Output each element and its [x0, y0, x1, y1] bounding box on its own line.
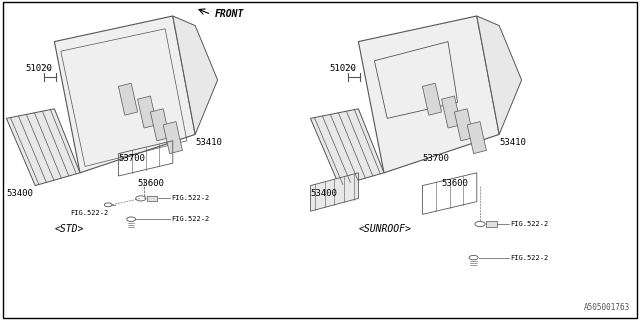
- Text: A505001763: A505001763: [584, 303, 630, 312]
- Text: 53600: 53600: [138, 179, 164, 188]
- Text: 51020: 51020: [26, 64, 52, 73]
- Polygon shape: [477, 16, 522, 134]
- Polygon shape: [467, 122, 486, 154]
- Text: FRONT: FRONT: [214, 9, 244, 20]
- Bar: [486, 221, 497, 227]
- Polygon shape: [422, 83, 442, 115]
- Text: 53400: 53400: [6, 189, 33, 198]
- Polygon shape: [454, 109, 474, 141]
- Text: FIG.522-2: FIG.522-2: [171, 216, 209, 222]
- Text: 53400: 53400: [310, 189, 337, 198]
- Text: <STD>: <STD>: [54, 224, 84, 234]
- Polygon shape: [310, 109, 384, 186]
- Polygon shape: [118, 83, 138, 115]
- Text: 53600: 53600: [442, 179, 468, 188]
- Polygon shape: [54, 16, 195, 173]
- Bar: [147, 196, 157, 201]
- Text: 53700: 53700: [422, 154, 449, 163]
- Text: FIG.522-2: FIG.522-2: [171, 196, 209, 201]
- Text: FIG.522-2: FIG.522-2: [70, 210, 109, 216]
- Polygon shape: [358, 16, 499, 173]
- Text: FIG.522-2: FIG.522-2: [510, 255, 548, 260]
- Polygon shape: [6, 109, 80, 186]
- Text: 51020: 51020: [330, 64, 356, 73]
- Text: <SUNROOF>: <SUNROOF>: [358, 224, 412, 234]
- Text: 53410: 53410: [499, 138, 526, 147]
- Text: FIG.522-2: FIG.522-2: [510, 221, 548, 227]
- Polygon shape: [173, 16, 218, 134]
- Polygon shape: [442, 96, 461, 128]
- Polygon shape: [163, 122, 182, 154]
- Text: 53700: 53700: [118, 154, 145, 163]
- Polygon shape: [150, 109, 170, 141]
- Polygon shape: [138, 96, 157, 128]
- Polygon shape: [310, 173, 358, 211]
- Text: 53410: 53410: [195, 138, 222, 147]
